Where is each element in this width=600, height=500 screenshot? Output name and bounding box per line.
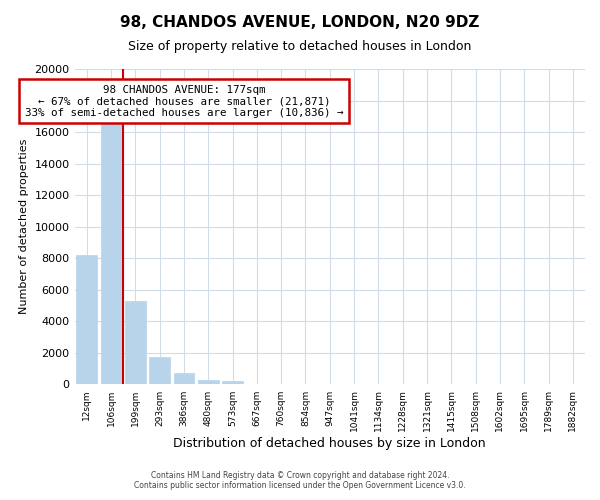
- Text: Size of property relative to detached houses in London: Size of property relative to detached ho…: [128, 40, 472, 53]
- Y-axis label: Number of detached properties: Number of detached properties: [19, 139, 29, 314]
- Bar: [173, 372, 194, 384]
- Bar: [149, 357, 170, 384]
- Text: 98 CHANDOS AVENUE: 177sqm
← 67% of detached houses are smaller (21,871)
33% of s: 98 CHANDOS AVENUE: 177sqm ← 67% of detac…: [25, 85, 343, 118]
- Bar: [198, 380, 218, 384]
- Bar: [76, 255, 97, 384]
- Bar: [222, 382, 243, 384]
- X-axis label: Distribution of detached houses by size in London: Distribution of detached houses by size …: [173, 437, 486, 450]
- Text: Contains HM Land Registry data © Crown copyright and database right 2024.
Contai: Contains HM Land Registry data © Crown c…: [134, 470, 466, 490]
- Bar: [125, 301, 146, 384]
- Bar: [101, 124, 121, 384]
- Text: 98, CHANDOS AVENUE, LONDON, N20 9DZ: 98, CHANDOS AVENUE, LONDON, N20 9DZ: [121, 15, 479, 30]
